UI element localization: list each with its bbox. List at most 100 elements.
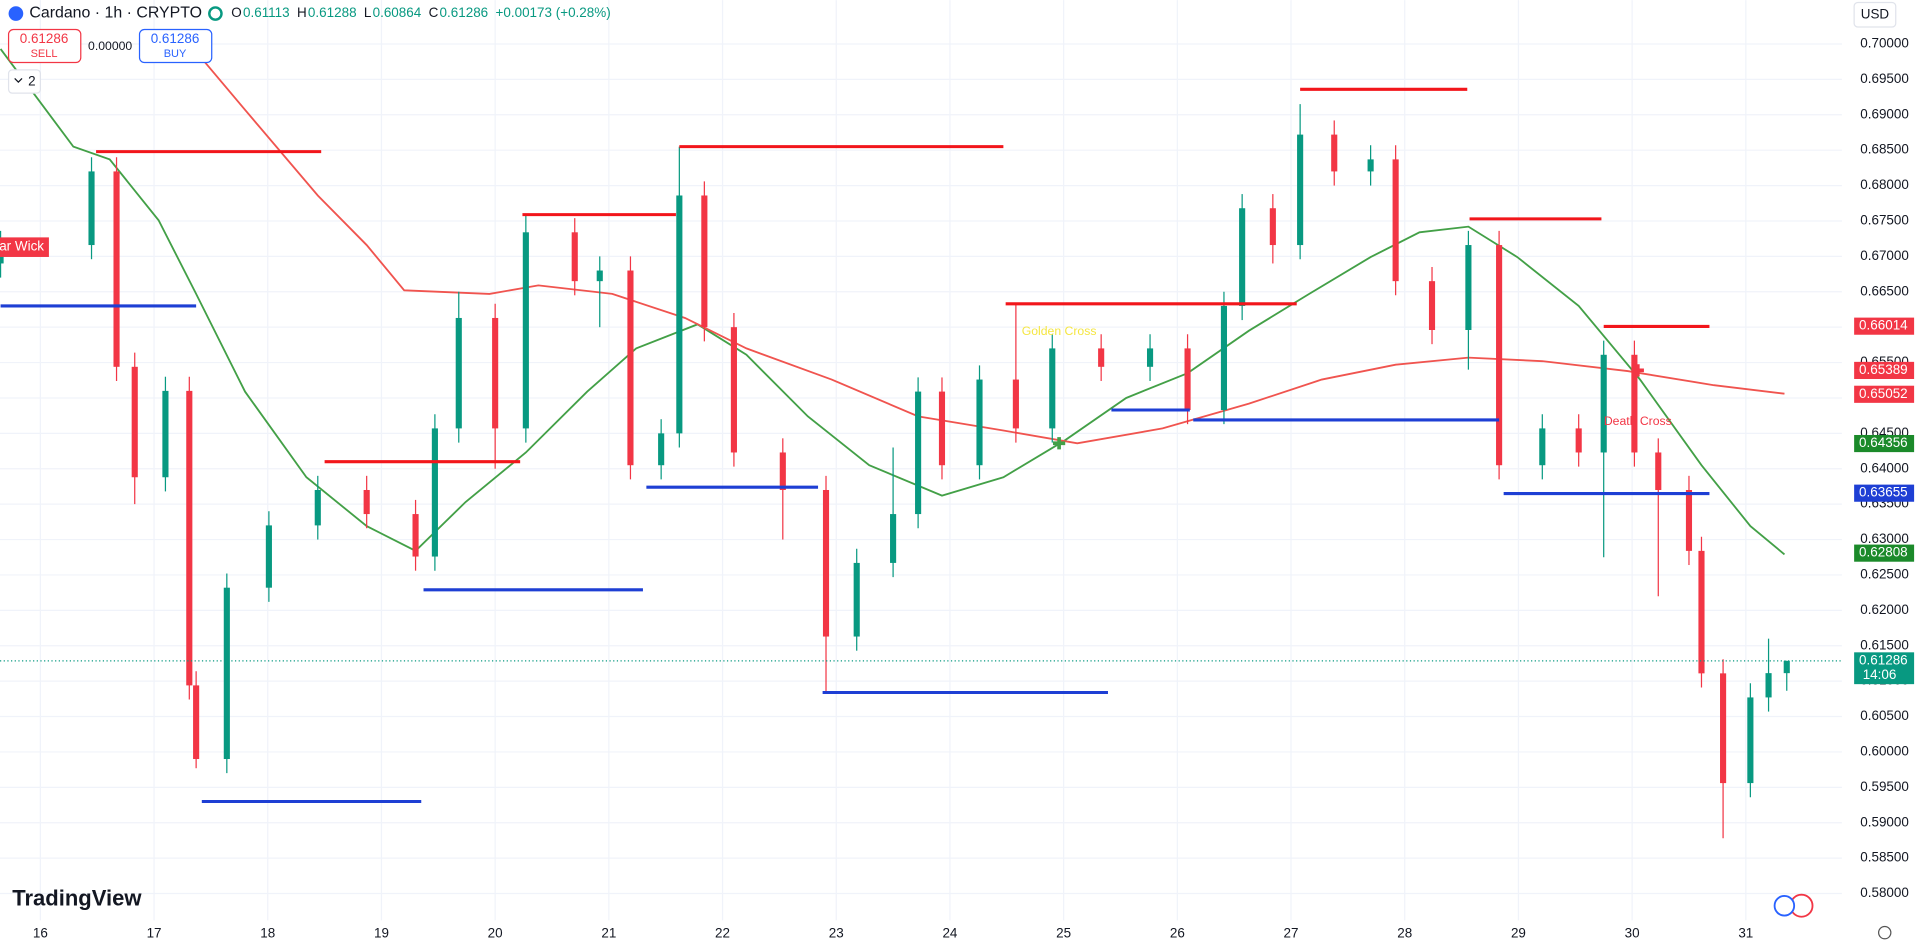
- brand-logo[interactable]: TradingView: [12, 885, 142, 910]
- candle-body: [938, 391, 946, 466]
- cross-marker: [1631, 364, 1644, 377]
- currency[interactable]: USD: [1861, 6, 1890, 21]
- ohlc-label: L: [364, 5, 372, 20]
- y-tick-label: 0.66500: [1860, 283, 1909, 298]
- price-badge: [1854, 361, 1915, 379]
- candle-body: [186, 390, 193, 686]
- candle-body: [1685, 489, 1693, 551]
- sell-button[interactable]: [7, 28, 82, 64]
- candle-body: [314, 489, 321, 526]
- currency-button[interactable]: [1853, 1, 1897, 28]
- x-tick-label: 28: [1397, 925, 1412, 940]
- candle-body: [1428, 281, 1436, 330]
- y-tick-label: 0.59000: [1860, 814, 1909, 829]
- candle-body: [1220, 305, 1228, 410]
- x-tick-label: 23: [829, 925, 844, 940]
- moving-average: [0, 48, 1786, 556]
- candle-body: [1575, 428, 1582, 453]
- y-tick-label: 0.68000: [1860, 177, 1909, 192]
- ohlc-value: 0.61286: [440, 5, 489, 20]
- buy-button[interactable]: [138, 28, 213, 64]
- x-tick-label: 16: [33, 925, 48, 940]
- candle-body: [1098, 348, 1105, 367]
- x-tick-label: 29: [1511, 925, 1526, 940]
- candle-body: [1239, 208, 1246, 306]
- candle-body: [162, 390, 169, 478]
- x-tick-label: 19: [374, 925, 389, 940]
- y-tick-label: 0.59500: [1860, 779, 1909, 794]
- price-badge-sublabel: 14:06: [1863, 667, 1897, 682]
- ohlc-label: H: [297, 5, 307, 20]
- candle-body: [1367, 159, 1374, 172]
- cross-marker: [1052, 437, 1066, 450]
- buy-label[interactable]: BUY: [164, 48, 187, 60]
- candle-body: [730, 327, 737, 453]
- ohlc: O 0.61113 H 0.61288 L 0.60864 C 0.61286: [231, 5, 488, 20]
- indicators-count[interactable]: 2: [28, 74, 35, 89]
- sell-price[interactable]: 0.61286: [20, 31, 69, 46]
- candle-body: [701, 195, 708, 328]
- candle-body: [779, 452, 786, 490]
- sell-label[interactable]: SELL: [31, 48, 58, 60]
- candle-body: [88, 171, 95, 246]
- annotation-label: Death Cross: [1604, 414, 1672, 428]
- candle-body: [455, 317, 462, 429]
- indicators-toggle[interactable]: [7, 69, 41, 94]
- price-badge-label: 0.61286: [1859, 652, 1908, 667]
- price-badge-label: 0.63655: [1859, 485, 1908, 500]
- price-badge: [1854, 544, 1915, 562]
- price-badge-label: 0.65389: [1859, 362, 1908, 377]
- candle-body: [1269, 208, 1276, 246]
- y-tick-label: 0.62000: [1860, 602, 1909, 617]
- candle-body: [1631, 354, 1638, 453]
- x-tick-label: 22: [715, 925, 730, 940]
- candle-body: [1496, 245, 1503, 466]
- y-tick-label: 0.70000: [1860, 36, 1909, 51]
- settings-icon[interactable]: [1878, 925, 1892, 940]
- candle-body: [1783, 660, 1790, 674]
- ohlc-value: 0.60864: [373, 5, 422, 20]
- x-tick-label: 20: [488, 925, 503, 940]
- price-badge: [1854, 385, 1915, 403]
- candle-body: [1012, 379, 1019, 429]
- chevron-icon: [14, 77, 23, 83]
- candle-body: [363, 489, 370, 515]
- candle-body: [915, 391, 922, 515]
- overlay: Cardano · 1h · CRYPTO O 0.61113 H 0.61288 L 0…: [7, 1, 1897, 940]
- y-tick-label: 0.69000: [1860, 106, 1909, 121]
- symbol[interactable]: Cardano · 1h · CRYPTO: [29, 5, 202, 22]
- price-badge: [1854, 434, 1915, 453]
- y-tick-label: 0.62500: [1860, 567, 1909, 582]
- buy-price[interactable]: 0.61286: [151, 31, 200, 46]
- x-tick-label: 25: [1056, 925, 1071, 940]
- candle-body: [676, 195, 683, 434]
- price-badge-label: 0.66014: [1859, 318, 1908, 333]
- candle-body: [1049, 348, 1056, 429]
- y-tick-label: 0.64000: [1860, 460, 1909, 475]
- candle-body: [1698, 550, 1705, 674]
- price-badge: [1854, 484, 1915, 502]
- x-tick-label: 24: [942, 925, 957, 940]
- candle-body: [658, 433, 665, 466]
- candle-body: [822, 489, 830, 637]
- candle-body: [1146, 348, 1154, 367]
- candle-body: [1331, 134, 1338, 172]
- symbol-icon: [8, 6, 24, 21]
- y-tick-label: 0.61500: [1860, 637, 1909, 652]
- price-badge-label: 0.62808: [1859, 545, 1908, 560]
- candle-body: [1539, 428, 1546, 466]
- y-tick-label: 0.58000: [1860, 885, 1909, 900]
- y-tick-label: 0.60000: [1860, 744, 1909, 759]
- ohlc-label: C: [429, 5, 439, 20]
- ohlc-value: 0.61113: [243, 5, 290, 20]
- candle-body: [193, 685, 200, 760]
- candle-body: [1655, 452, 1662, 490]
- price-badge: [1854, 317, 1915, 335]
- flash-icon[interactable]: [1773, 895, 1796, 917]
- candle-body: [571, 232, 578, 282]
- ohlc-value: 0.61288: [308, 5, 357, 20]
- candle-body: [1392, 159, 1399, 282]
- y-tick-label: 0.68500: [1860, 142, 1909, 157]
